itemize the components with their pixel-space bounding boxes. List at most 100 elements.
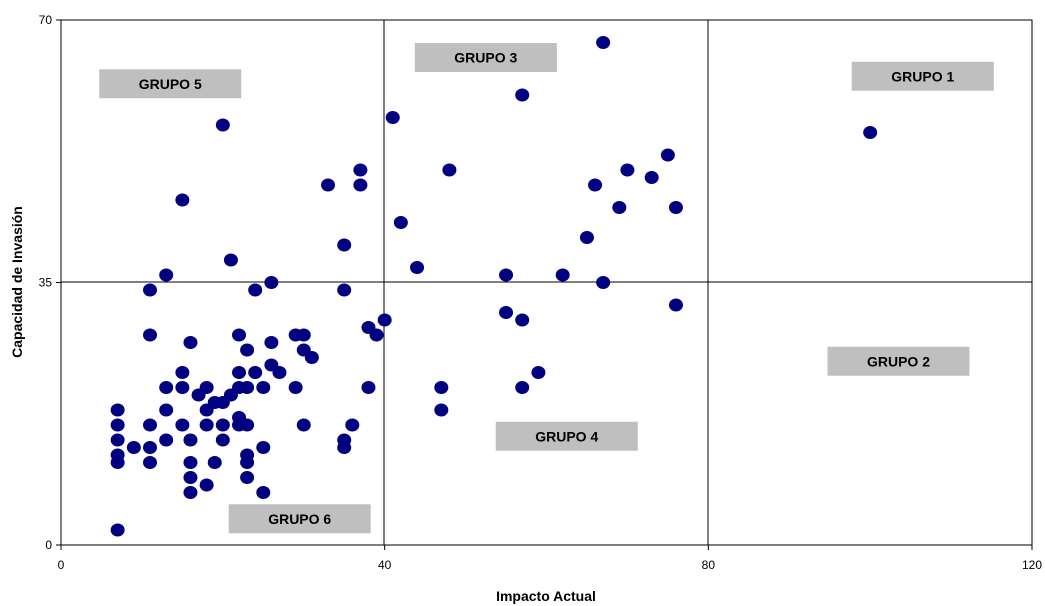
group-label-box (851, 61, 994, 91)
data-point (410, 261, 425, 274)
data-point (215, 418, 230, 432)
data-point (126, 441, 141, 454)
x-axis-title: Impacto Actual (496, 588, 596, 604)
data-point (143, 328, 158, 342)
data-point (159, 268, 174, 282)
data-point (240, 418, 255, 432)
data-point (183, 471, 198, 484)
group-label-box (228, 504, 371, 534)
plot-area (60, 19, 1033, 546)
data-point (143, 456, 158, 469)
group-label-box (414, 43, 557, 72)
data-point (110, 433, 125, 447)
x-axis-ticks: 0 40 80 120 (58, 545, 1042, 572)
data-point (515, 381, 530, 394)
group-label-box (99, 69, 242, 99)
data-point (159, 403, 174, 417)
data-point (588, 178, 603, 192)
data-point (353, 178, 368, 192)
y-tick-label: 70 (39, 13, 53, 27)
data-point (337, 441, 352, 454)
data-point (232, 366, 247, 379)
data-point (369, 328, 384, 342)
data-point (442, 163, 457, 177)
x-tick-label: 120 (1022, 558, 1042, 572)
y-tick-label: 35 (39, 276, 53, 290)
group-label-text: GRUPO 3 (454, 50, 517, 66)
data-point (183, 456, 198, 469)
data-point (207, 456, 222, 469)
group-label-text: GRUPO 5 (139, 76, 202, 92)
data-points (110, 36, 878, 537)
data-point (110, 418, 125, 432)
data-point (256, 441, 271, 454)
data-point (668, 201, 683, 214)
data-point (377, 313, 392, 327)
data-point (644, 171, 659, 184)
data-point (296, 418, 311, 432)
data-point (596, 36, 611, 49)
data-point (240, 343, 255, 357)
data-point (620, 163, 635, 177)
data-point (668, 298, 683, 312)
group-label-5: GRUPO 4 (495, 421, 638, 451)
data-point (361, 381, 376, 394)
data-point (499, 268, 514, 282)
data-point (579, 231, 594, 244)
data-point (215, 118, 230, 132)
data-point (596, 276, 611, 289)
group-label-box (495, 421, 638, 451)
data-point (337, 238, 352, 252)
data-point (175, 193, 190, 207)
data-point (264, 336, 279, 349)
data-point (199, 381, 214, 394)
data-point (515, 88, 530, 102)
data-point (143, 283, 158, 297)
y-tick-label: 0 (45, 538, 52, 552)
y-axis-title: Capacidad de Invasión (9, 206, 25, 358)
data-point (863, 126, 878, 139)
data-point (272, 366, 287, 379)
data-point (175, 381, 190, 394)
data-point (175, 418, 190, 432)
data-point (660, 148, 675, 162)
data-point (248, 283, 263, 297)
data-point (143, 418, 158, 432)
group-label-2: GRUPO 3 (414, 43, 557, 72)
data-point (159, 433, 174, 447)
data-point (223, 253, 238, 267)
data-point (110, 403, 125, 417)
data-point (515, 313, 530, 327)
data-point (256, 381, 271, 394)
data-point (434, 403, 449, 417)
x-tick-label: 0 (58, 558, 65, 572)
data-point (110, 523, 125, 537)
data-point (232, 328, 247, 342)
data-point (143, 441, 158, 454)
data-point (434, 381, 449, 394)
data-point (393, 216, 408, 229)
group-label-4: GRUPO 2 (827, 346, 970, 376)
group-label-1: GRUPO 5 (99, 69, 242, 99)
data-point (531, 366, 546, 379)
data-point (183, 433, 198, 447)
data-point (159, 381, 174, 394)
data-point (612, 201, 627, 214)
data-point (240, 456, 255, 469)
data-point (337, 283, 352, 297)
data-point (296, 328, 311, 342)
group-label-box (827, 346, 970, 376)
data-point (240, 471, 255, 484)
x-tick-label: 80 (702, 558, 716, 572)
data-point (499, 306, 514, 319)
data-point (183, 336, 198, 349)
x-tick-label: 40 (378, 558, 392, 572)
data-point (288, 381, 303, 394)
data-point (240, 381, 255, 394)
data-point (215, 433, 230, 447)
group-label-text: GRUPO 1 (891, 68, 954, 84)
data-point (183, 486, 198, 499)
data-point (555, 268, 570, 282)
data-point (248, 366, 263, 379)
